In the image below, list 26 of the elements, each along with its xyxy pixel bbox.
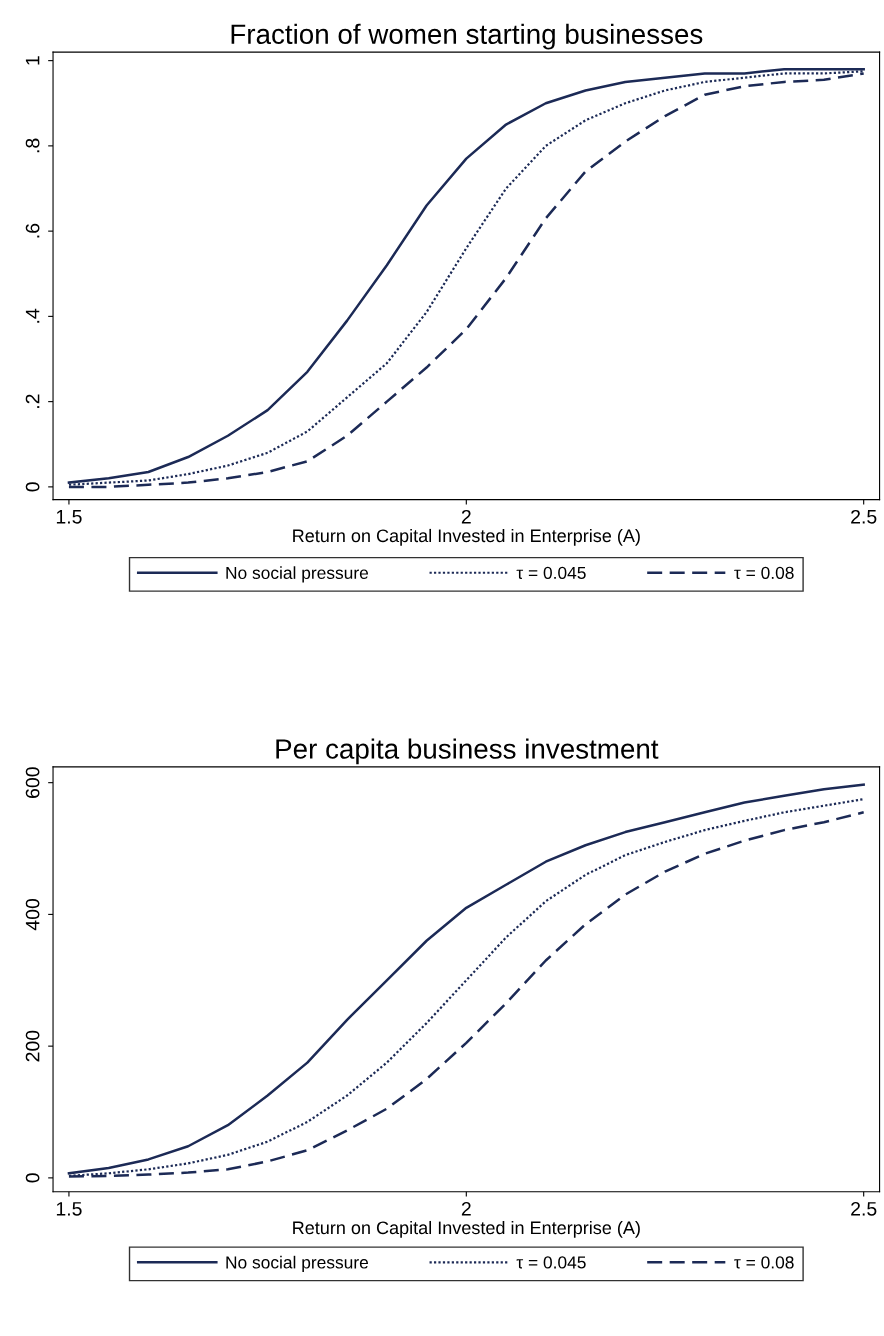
y-tick-label: .4 bbox=[25, 308, 40, 323]
y-tick-label: 0 bbox=[25, 482, 40, 492]
y-tick-label: .8 bbox=[25, 138, 40, 153]
x-tick-label: 2 bbox=[461, 1201, 471, 1216]
x-axis-title: Return on Capital Invested in Enterprise (A) bbox=[293, 1220, 640, 1238]
x-tick-label: 1.5 bbox=[56, 510, 82, 524]
x-tick-label: 1.5 bbox=[56, 1202, 82, 1216]
chart-title: Per capita business investment bbox=[276, 738, 659, 765]
legend-label: τ = 0.045 bbox=[516, 1256, 586, 1269]
x-tick-label: 2 bbox=[461, 509, 471, 524]
y-tick-label: 1 bbox=[25, 56, 40, 65]
x-tick-label: 2.5 bbox=[851, 1201, 877, 1216]
y-tick-label: 400 bbox=[25, 898, 40, 931]
legend-label: No social pressure bbox=[226, 566, 368, 583]
y-tick-label: 0 bbox=[25, 1173, 40, 1183]
x-axis-title: Return on Capital Invested in Enterprise (A) bbox=[293, 528, 640, 546]
chart-title: Fraction of women starting businesses bbox=[231, 23, 703, 50]
y-tick-label: .6 bbox=[25, 223, 40, 238]
x-tick-label: 2.5 bbox=[851, 509, 877, 524]
legend-label: τ = 0.08 bbox=[734, 566, 794, 580]
legend-label: τ = 0.045 bbox=[516, 566, 586, 580]
legend-label: τ = 0.08 bbox=[734, 1256, 794, 1269]
y-tick-label: 600 bbox=[25, 767, 40, 798]
legend-label: No social pressure bbox=[226, 1255, 368, 1272]
y-tick-label: 200 bbox=[25, 1030, 40, 1062]
y-tick-label: .2 bbox=[25, 394, 40, 408]
